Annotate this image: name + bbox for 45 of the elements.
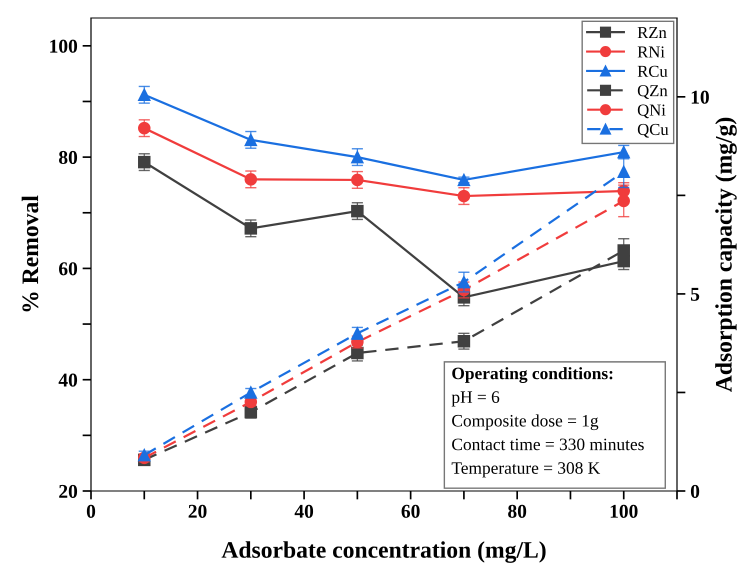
- annotation: Contact time = 330 minutes: [452, 438, 644, 450]
- point: [458, 190, 470, 202]
- legend-label: QZn: [638, 85, 668, 99]
- annotation: Operating conditions:: [452, 367, 612, 383]
- point: [351, 174, 364, 186]
- annotation: Temperature = 308 K: [452, 462, 600, 478]
- legend-label: QNi: [638, 104, 666, 118]
- y2-axis-title: Adsorption capacity (mg/g): [715, 118, 737, 392]
- x-tick-label: 0: [86, 504, 96, 518]
- y2-tick-label: 5: [690, 288, 700, 301]
- legend-label: QCu: [638, 124, 668, 138]
- point: [351, 346, 364, 360]
- annotation: pH = 6: [452, 391, 500, 406]
- point: [138, 122, 151, 134]
- x-tick-label: 60: [402, 504, 420, 518]
- point: [617, 244, 630, 257]
- point: [458, 334, 470, 348]
- point: [617, 194, 630, 208]
- point: [244, 222, 258, 235]
- y2-tick-label: 10: [692, 90, 709, 104]
- y-tick-label: 100: [50, 40, 78, 53]
- point: [351, 150, 364, 164]
- legend-label: RNi: [638, 46, 665, 58]
- annotation: Composite dose = 1g: [452, 414, 598, 430]
- y-tick-label: 80: [59, 150, 78, 164]
- x-tick-label: 20: [188, 504, 207, 518]
- point: [458, 276, 470, 288]
- x-tick-label: 80: [508, 504, 526, 518]
- x-tick-label: 100: [610, 504, 638, 518]
- point: [458, 174, 470, 186]
- y2-tick-label: 0: [690, 484, 700, 498]
- point: [244, 173, 258, 186]
- point: [617, 165, 630, 178]
- x-tick-label: 40: [294, 504, 314, 518]
- point: [138, 156, 151, 168]
- point: [244, 134, 258, 146]
- y-tick-label: 40: [58, 374, 78, 387]
- y-axis-title: % Removal: [22, 196, 38, 312]
- y-tick-label: 60: [59, 262, 78, 276]
- point: [351, 204, 364, 218]
- x-axis-title: Adsorbate concentration (mg/L): [222, 541, 546, 563]
- legend-label: RCu: [638, 66, 668, 77]
- legend-label: RZn: [638, 27, 667, 38]
- y-tick-label: 20: [59, 484, 78, 498]
- point: [138, 88, 151, 102]
